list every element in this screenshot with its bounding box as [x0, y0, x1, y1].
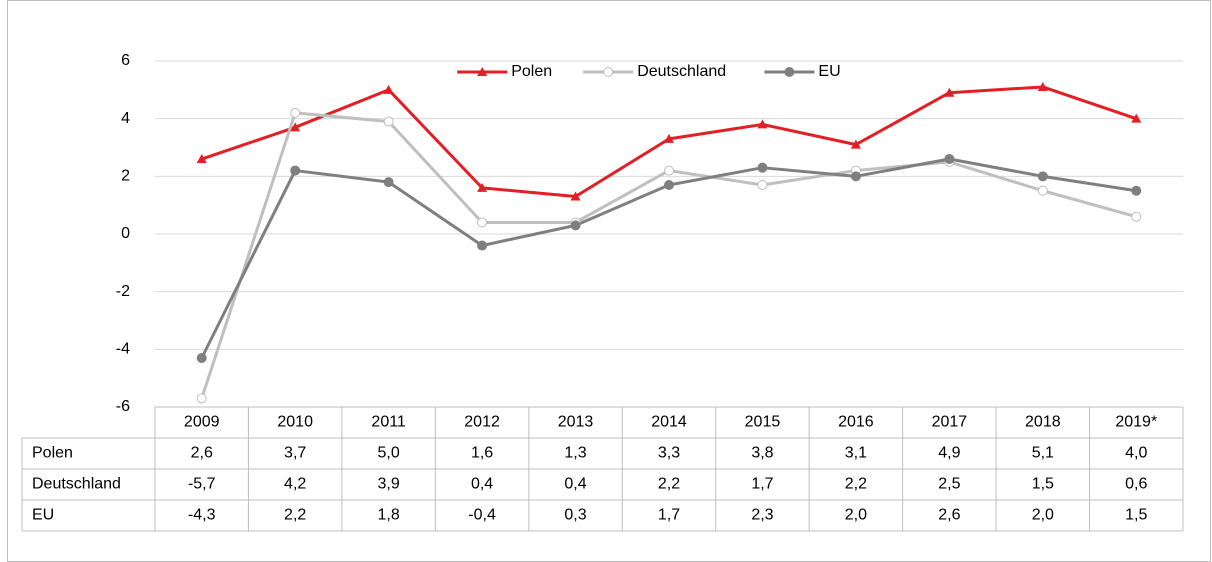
data-point — [290, 107, 301, 118]
data-point — [383, 84, 394, 94]
data-point — [664, 179, 674, 190]
table-cell: 1,3 — [564, 445, 586, 462]
data-point — [477, 217, 488, 228]
legend-label: EU — [818, 63, 840, 80]
table-cell: 2,2 — [658, 476, 680, 493]
data-point — [757, 179, 768, 190]
table-cell: 4,2 — [284, 476, 306, 493]
data-point — [196, 393, 207, 404]
data-point — [944, 154, 955, 165]
x-tick-label: 2011 — [371, 414, 406, 431]
y-tick-label: 0 — [121, 225, 130, 242]
data-point — [1131, 185, 1142, 196]
table-cell: 2,0 — [845, 507, 867, 524]
x-tick-label: 2009 — [184, 414, 220, 431]
data-point — [383, 116, 394, 127]
x-tick-label: 2010 — [277, 414, 313, 431]
data-point — [757, 162, 768, 173]
table-cell: 2,5 — [938, 476, 960, 493]
table-cell: 1,7 — [751, 476, 773, 493]
table-cell: 1,6 — [471, 445, 493, 462]
table-cell: 5,1 — [1032, 445, 1054, 462]
x-tick-label: 2012 — [464, 414, 500, 431]
data-point — [850, 171, 861, 182]
table-cell: 3,3 — [658, 445, 680, 462]
table-cell: 3,1 — [845, 445, 867, 462]
y-tick-label: 2 — [121, 168, 130, 185]
legend-marker — [477, 67, 488, 76]
legend-label: Deutschland — [637, 63, 726, 80]
x-tick-label: 2015 — [745, 414, 781, 431]
table-cell: 0,4 — [564, 476, 586, 493]
series-line — [200, 111, 1137, 399]
legend-marker — [784, 67, 795, 77]
x-tick-label: 2019* — [1115, 414, 1157, 431]
table-cell: 2,0 — [1032, 507, 1054, 524]
data-point — [850, 139, 861, 149]
table-row-label: EU — [32, 507, 54, 524]
table-cell: -4,3 — [188, 507, 216, 524]
y-tick-label: -4 — [116, 341, 130, 358]
data-point — [290, 122, 301, 132]
table-cell: 3,9 — [378, 476, 400, 493]
data-point — [944, 87, 955, 97]
table-cell: 3,8 — [751, 445, 773, 462]
table-cell: 1,5 — [1125, 507, 1147, 524]
data-point — [1037, 171, 1048, 182]
table-cell: -0,4 — [468, 507, 496, 524]
table-cell: 1,8 — [378, 507, 400, 524]
data-point — [1131, 211, 1142, 222]
table-cell: 2,2 — [845, 476, 867, 493]
x-tick-label: 2014 — [651, 414, 687, 431]
data-point — [477, 182, 488, 192]
legend-label: Polen — [511, 63, 552, 80]
table-cell: -5,7 — [188, 476, 216, 493]
table-cell: 0,6 — [1125, 476, 1147, 493]
table-cell: 1,5 — [1032, 476, 1054, 493]
table-cell: 0,3 — [564, 507, 586, 524]
y-tick-label: -6 — [116, 398, 130, 415]
table-cell: 5,0 — [378, 445, 400, 462]
table-cell: 2,3 — [751, 507, 773, 524]
x-tick-label: 2017 — [932, 414, 968, 431]
table-cell: 2,6 — [938, 507, 960, 524]
legend-marker — [603, 67, 614, 77]
x-tick-label: 2013 — [558, 414, 594, 431]
data-point — [196, 154, 207, 164]
data-point — [196, 352, 207, 363]
data-point — [1131, 113, 1142, 123]
table-cell: 1,7 — [658, 507, 680, 524]
data-point — [570, 191, 581, 201]
table-cell: 2,2 — [284, 507, 306, 524]
data-point — [570, 220, 581, 231]
table-row-label: Polen — [32, 445, 73, 462]
x-tick-label: 2018 — [1025, 414, 1061, 431]
y-tick-label: 6 — [121, 52, 130, 69]
table-cell: 0,4 — [471, 476, 493, 493]
data-point — [664, 165, 674, 176]
y-tick-label: 4 — [121, 110, 130, 127]
table-cell: 4,9 — [938, 445, 960, 462]
table-cell: 2,6 — [191, 445, 213, 462]
data-point — [664, 133, 674, 143]
table-row-label: Deutschland — [32, 476, 121, 493]
data-point — [290, 165, 301, 176]
y-tick-label: -2 — [116, 283, 130, 300]
table-cell: 4,0 — [1125, 445, 1147, 462]
data-point — [383, 177, 394, 188]
data-point — [1037, 185, 1048, 196]
data-point — [1037, 81, 1048, 91]
data-point — [477, 240, 488, 251]
data-point — [757, 119, 768, 129]
table-cell: 3,7 — [284, 445, 306, 462]
x-tick-label: 2016 — [838, 414, 874, 431]
